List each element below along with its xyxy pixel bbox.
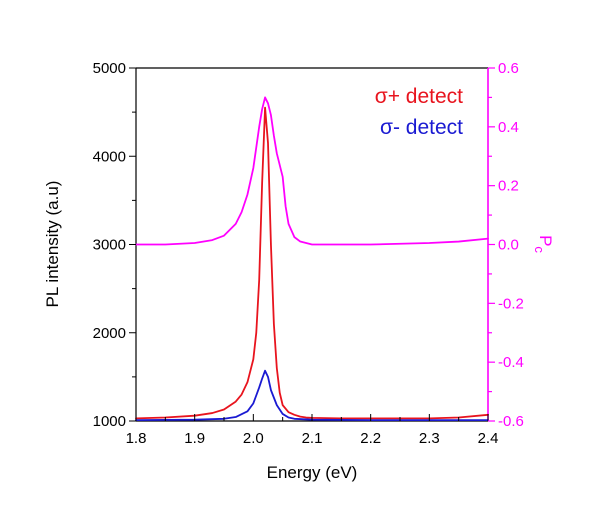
y-right-tick-label-0.2: 0.2: [498, 178, 519, 195]
x-tick-label-2.1: 2.1: [302, 430, 323, 447]
series-sigma-plus-line: [135, 106, 489, 420]
y-right-tick-label-0.6: 0.6: [498, 60, 519, 77]
y-right-tick-label-0.4: 0.4: [498, 119, 519, 136]
series-pc-line: [135, 96, 489, 246]
x-tick-label-2.0: 2.0: [243, 430, 264, 447]
y-right-tick-label--0.6: -0.6: [498, 413, 524, 430]
x-tick-label-1.9: 1.9: [184, 430, 205, 447]
y-left-tick-label-2000: 2000: [93, 325, 126, 342]
svg-text:Pc: Pc: [532, 235, 555, 253]
y-right-tick-label-0.0: 0.0: [498, 237, 519, 254]
y-axis-right-title-sub: c: [532, 246, 547, 253]
x-tick-label-2.4: 2.4: [478, 430, 499, 447]
x-axis-title: Energy (eV): [267, 463, 358, 482]
y-left-tick-label-3000: 3000: [93, 237, 126, 254]
legend-sigma-plus: σ+ detect: [375, 85, 463, 108]
y-right-tick-label--0.4: -0.4: [498, 354, 524, 371]
series-sigma-minus-line: [135, 369, 489, 422]
x-tick-label-1.8: 1.8: [126, 430, 147, 447]
y-axis-right-title-main: P: [536, 235, 555, 246]
y-left-tick-label-1000: 1000: [93, 413, 126, 430]
y-right-tick-label--0.2: -0.2: [498, 295, 524, 312]
y-axis-left-title: PL intensity (a.u): [43, 181, 62, 308]
x-tick-label-2.3: 2.3: [419, 430, 440, 447]
x-tick-label-2.2: 2.2: [360, 430, 381, 447]
y-left-tick-label-4000: 4000: [93, 148, 126, 165]
legend-sigma-minus: σ- detect: [380, 116, 463, 139]
ticks-layer: 1.8 1.9 2.0 2.1 2.2 2.3 2.4 1000 2000 3000 4000 500…: [93, 60, 524, 447]
series-layer: [135, 96, 489, 422]
y-left-tick-label-5000: 5000: [93, 60, 126, 77]
y-axis-right-title: Pc: [532, 235, 555, 253]
